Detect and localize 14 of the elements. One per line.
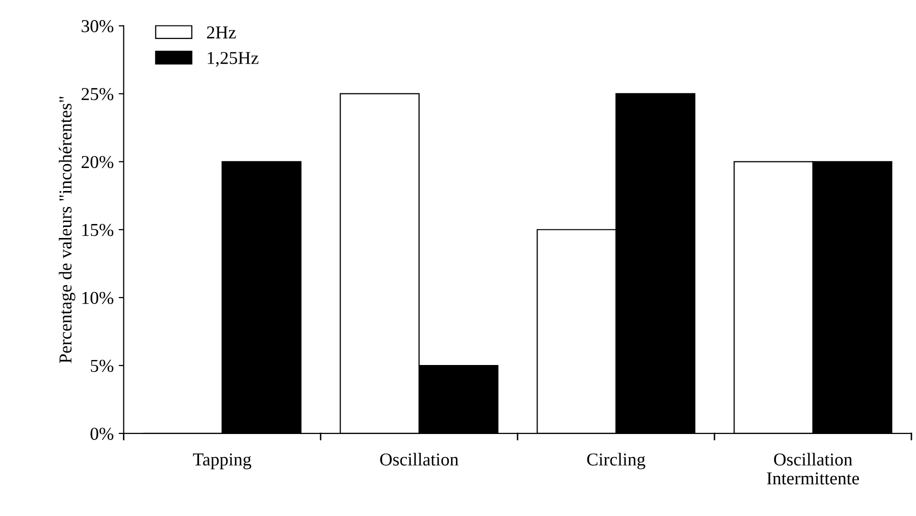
x-tick-label: Circling [587,452,646,470]
x-tick-label: Tapping [193,453,252,470]
y-axis-title: Percentage de valeurs "incohérentes" [58,96,76,364]
legend-label: 1,25Hz [208,52,258,67]
y-tick-label: 25% [82,88,114,100]
y-tick-label: 5% [90,360,114,372]
y-tick-label: 20% [82,156,114,168]
y-tick-label: 10% [82,292,114,304]
legend-label: 2Hz [207,26,236,38]
x-tick-label: Oscillation [380,452,458,466]
x-tick-label: Oscillation Intermittente [766,452,859,484]
y-tick-label: 30% [82,20,114,32]
y-tick-label: 15% [82,224,114,236]
y-tick-label: 0% [90,428,114,440]
